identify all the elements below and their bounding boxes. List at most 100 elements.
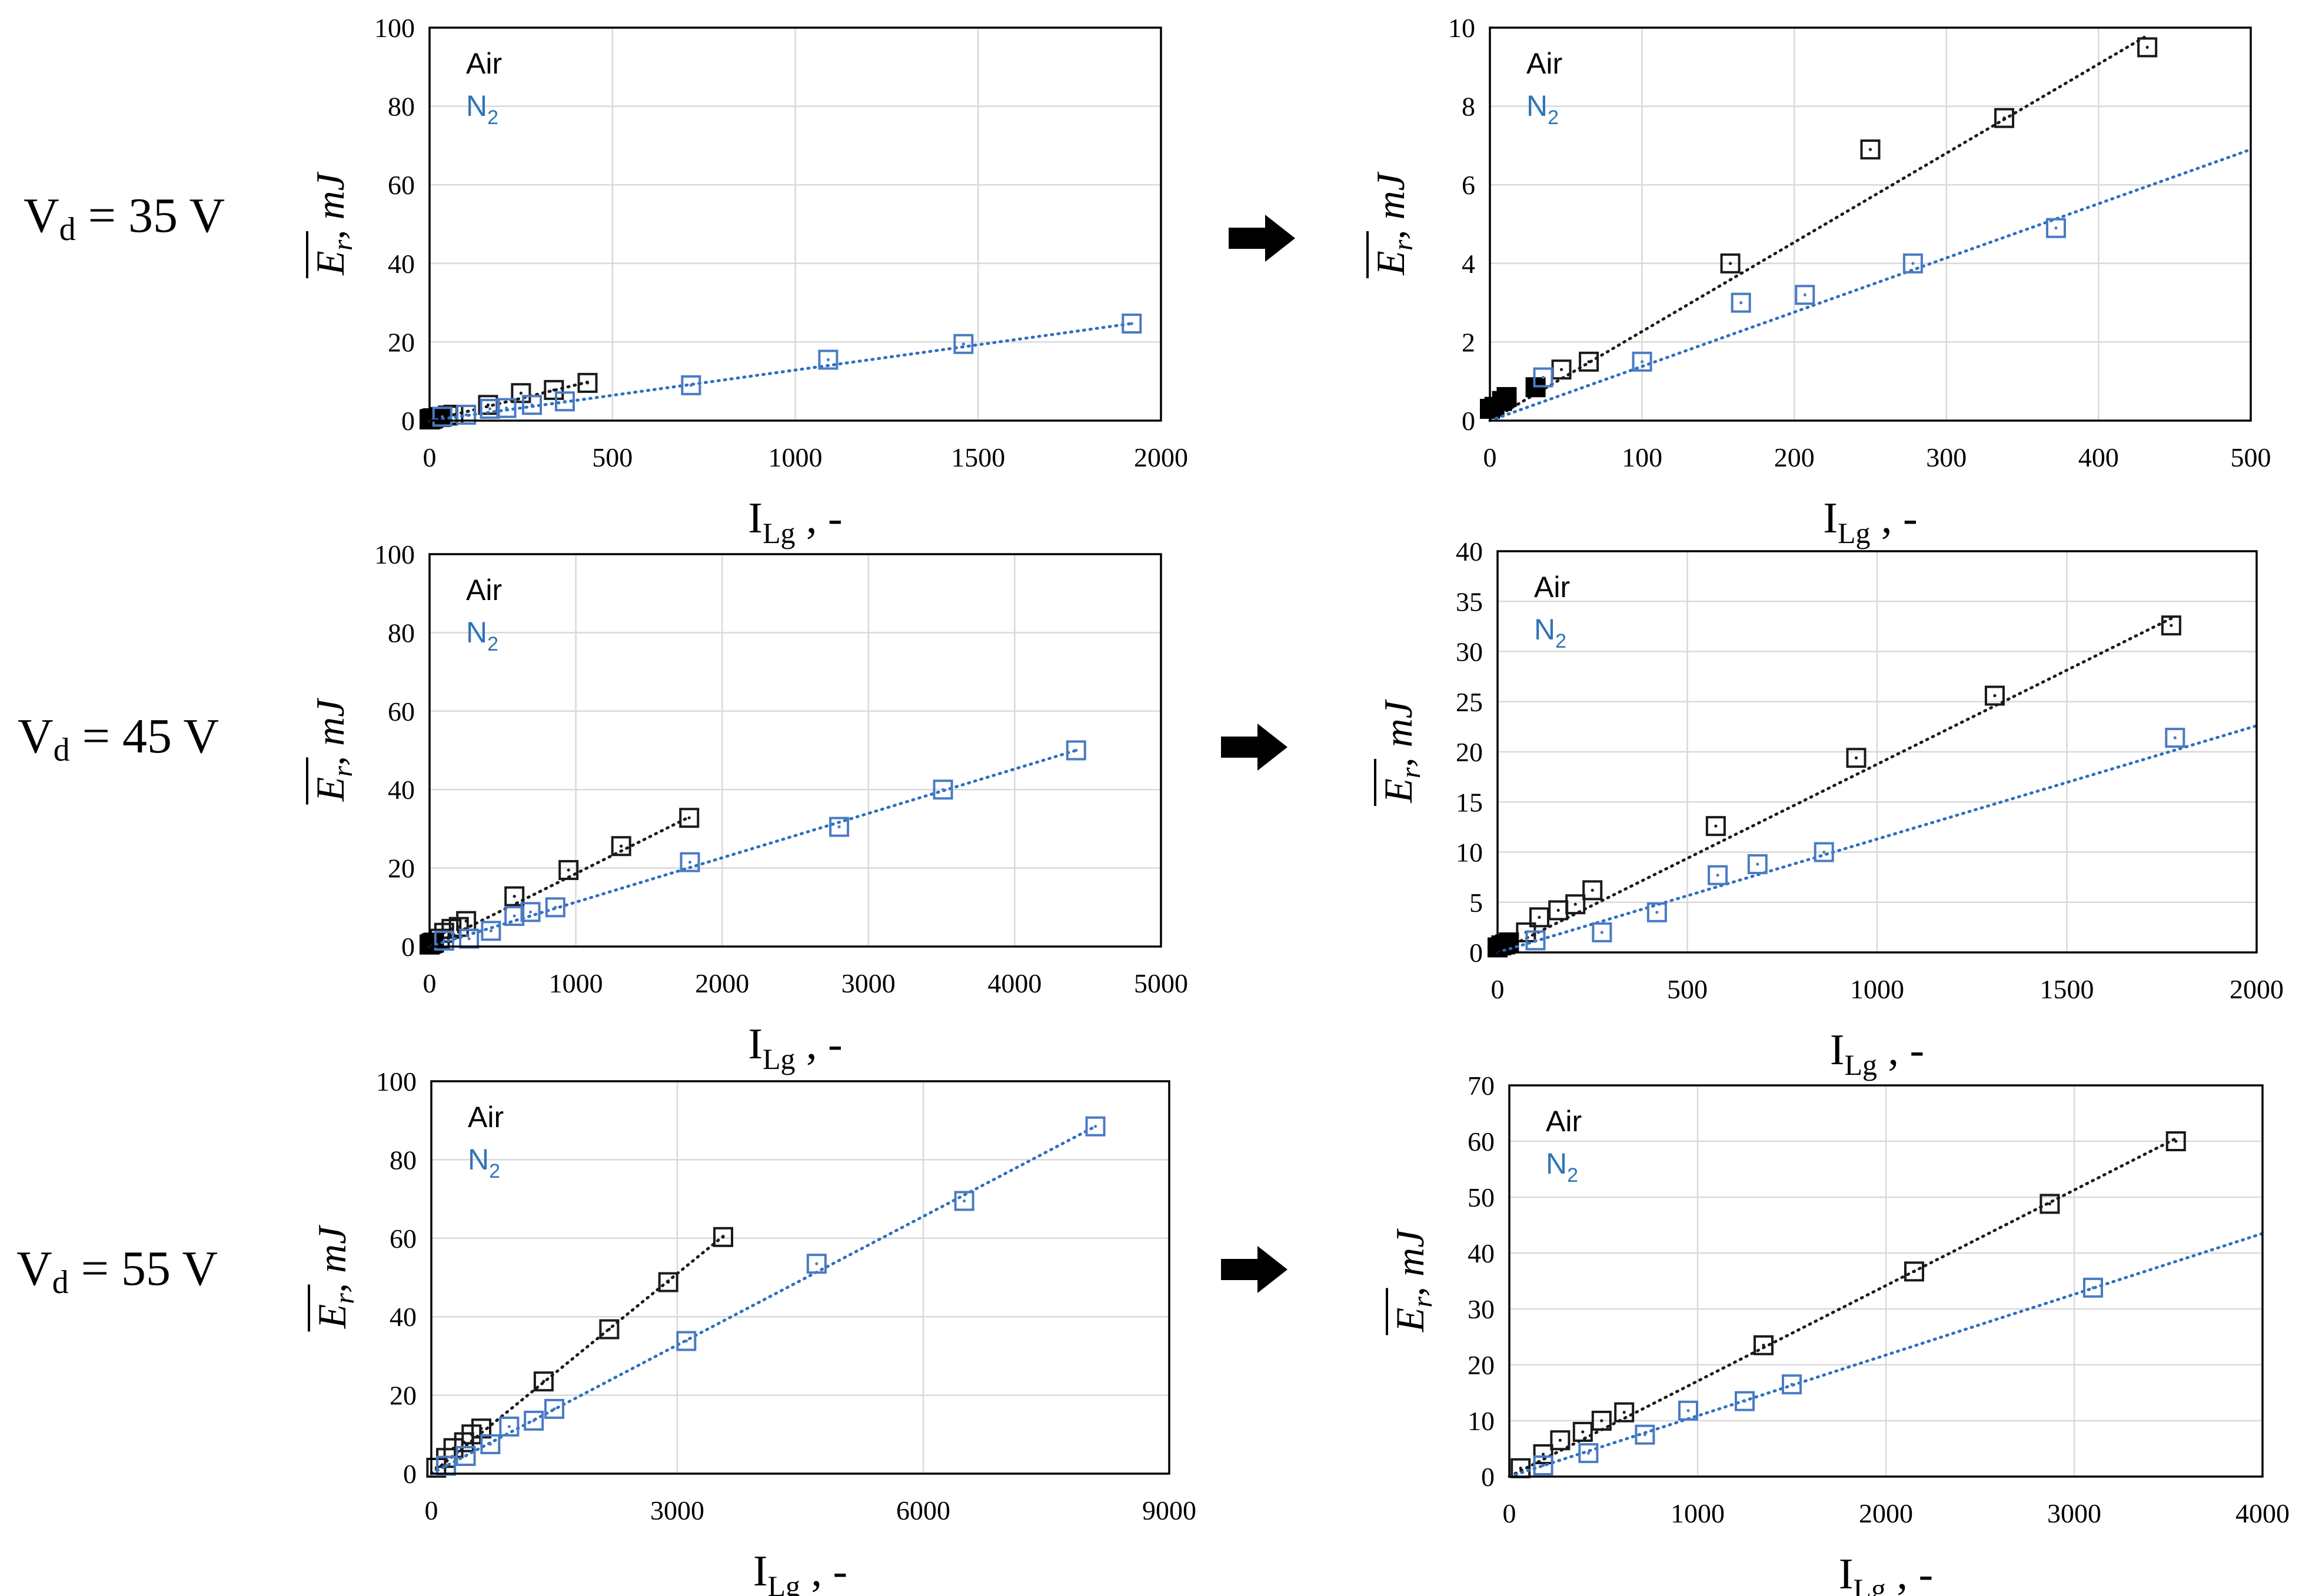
data-point-n2-dot <box>1541 375 1545 379</box>
data-point-n2 <box>1066 740 1086 761</box>
plot-border <box>428 553 1162 948</box>
row-label-45v-value: = 45 V <box>69 709 219 764</box>
y-axis-title: Er, mJ <box>1374 699 1426 806</box>
trendline-air <box>430 1234 725 1475</box>
data-point-n2-dot <box>2091 1286 2095 1290</box>
data-point-air-dot <box>1600 1419 1603 1422</box>
data-point-air <box>713 1227 734 1247</box>
x-axis-title: ILg , - <box>753 1547 847 1596</box>
x-tick-label: 1500 <box>2040 974 2094 1004</box>
legend-n2-main: N <box>468 1143 489 1176</box>
row-label-55v: Vd = 55 V <box>16 1241 218 1300</box>
data-point-air-dot <box>1538 915 1541 919</box>
x-tick-label: 1000 <box>549 968 603 998</box>
data-point-air <box>1984 685 2005 706</box>
data-point-air <box>2161 615 2181 636</box>
data-point-air-dot <box>1868 148 1872 151</box>
legend-n2: N2 <box>468 1143 500 1182</box>
data-point-air <box>1860 139 1881 160</box>
row-label-35v-value: = 35 V <box>75 188 225 243</box>
data-point-air-dot <box>480 1427 483 1430</box>
data-point-n2 <box>480 1434 501 1454</box>
x-tick-label: 4000 <box>987 968 1042 998</box>
arrow-right-icon <box>1229 215 1295 262</box>
data-point-air-dot <box>1714 824 1718 828</box>
data-point-air <box>2039 1194 2060 1214</box>
row-label-55v-value: = 55 V <box>68 1241 218 1296</box>
data-point-n2 <box>1795 285 1815 305</box>
data-point-n2-dot <box>1822 850 1826 854</box>
x-tick-label: 2000 <box>695 968 749 998</box>
data-point-n2-dot <box>684 1339 688 1343</box>
data-point-air <box>611 836 631 857</box>
data-point-n2 <box>496 398 517 418</box>
row-label-45v-sub: d <box>53 732 70 768</box>
y-tick-label: 6 <box>1462 170 1475 200</box>
data-point-n2 <box>520 902 541 922</box>
data-point-n2 <box>524 1410 544 1431</box>
data-point-n2-dot <box>504 407 508 410</box>
y-axis-title-sub: r <box>1395 767 1426 778</box>
y-tick-label: 50 <box>1468 1182 1495 1212</box>
data-point-n2-dot <box>2173 736 2177 739</box>
x-tick-label: 0 <box>1503 1498 1516 1528</box>
legend-n2: N2 <box>466 616 498 655</box>
data-point-n2-dot <box>1074 748 1078 752</box>
legend-n2-sub: 2 <box>1567 1164 1578 1187</box>
data-point-n2-dot <box>963 1199 966 1203</box>
data-point-n2-dot <box>1911 262 1915 265</box>
y-tick-label: 20 <box>388 327 415 357</box>
y-axis-title-text: Er, mJ <box>1368 171 1419 275</box>
data-point-n2-dot <box>528 910 533 914</box>
data-point-n2 <box>953 334 974 354</box>
data-point-n2 <box>2165 728 2185 748</box>
data-point-air-dot <box>513 895 516 898</box>
series-group <box>420 314 1142 429</box>
data-point-air <box>1754 1335 1774 1355</box>
y-axis-title: Er, mJ <box>1366 171 1419 278</box>
data-point-n2-dot <box>1533 938 1538 942</box>
data-point-air-dot <box>1622 1411 1626 1414</box>
row-label-35v: Vd = 35 V <box>24 191 225 246</box>
trendline-n2 <box>428 322 1133 422</box>
x-axis-title-sub: Lg <box>1838 517 1871 549</box>
data-point-n2 <box>1635 1424 1655 1445</box>
x-axis-title: ILg , - <box>1839 1550 1933 1596</box>
data-point-air <box>1579 351 1599 372</box>
legend-n2: N2 <box>1546 1147 1578 1187</box>
data-point-air-dot <box>519 391 523 395</box>
y-axis-title-suffix: , mJ <box>1376 699 1420 767</box>
data-point-n2 <box>1085 1116 1106 1137</box>
data-point-n2-dot <box>1790 1382 1794 1386</box>
data-point-air-dot <box>667 1280 670 1284</box>
data-point-air <box>679 808 700 828</box>
data-point-n2-dot <box>1756 862 1759 866</box>
data-point-n2-dot <box>553 1407 556 1411</box>
x-axis-title-sub: Lg <box>1844 1048 1877 1081</box>
y-axis-title: Er, mJ <box>1386 1228 1438 1335</box>
x-axis-title-sub: Lg <box>1853 1572 1886 1596</box>
trendline-n2 <box>1488 148 2253 422</box>
y-tick-label: 35 <box>1456 587 1483 617</box>
data-point-n2-dot <box>1655 911 1659 914</box>
x-tick-label: 4000 <box>2235 1498 2290 1528</box>
data-point-air <box>1720 253 1741 274</box>
data-point-n2-dot <box>1586 1451 1590 1455</box>
arrow-right-shape <box>1229 215 1295 262</box>
data-point-n2 <box>1782 1374 1802 1395</box>
y-axis-title-sub: r <box>1407 1297 1438 1308</box>
data-point-air-dot <box>1542 1452 1545 1456</box>
data-point-air-dot <box>552 388 555 392</box>
x-tick-label: 6000 <box>896 1495 950 1525</box>
data-point-air-dot <box>1573 902 1577 906</box>
data-point-n2-dot <box>1094 1125 1097 1128</box>
x-axis-title-main: I <box>1839 1550 1854 1596</box>
data-point-n2-dot <box>2054 226 2058 230</box>
x-axis-title-suffix: , - <box>800 1547 847 1595</box>
legend-air: Air <box>466 47 502 80</box>
data-point-air-filled <box>1496 386 1517 407</box>
data-point-n2 <box>544 1398 564 1419</box>
y-tick-label: 5 <box>1469 888 1483 918</box>
